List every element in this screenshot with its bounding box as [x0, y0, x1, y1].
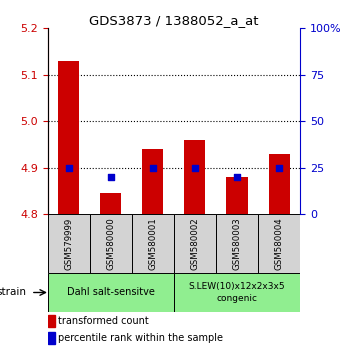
- Text: GSM580001: GSM580001: [148, 217, 158, 270]
- Bar: [268, 154, 290, 214]
- Text: percentile rank within the sample: percentile rank within the sample: [58, 333, 223, 343]
- Bar: [258, 214, 300, 273]
- Bar: [48, 332, 55, 344]
- Text: strain: strain: [0, 287, 27, 297]
- Text: S.LEW(10)x12x2x3x5
congenic: S.LEW(10)x12x2x3x5 congenic: [189, 282, 285, 303]
- Bar: [48, 214, 90, 273]
- Text: GSM579999: GSM579999: [64, 217, 73, 269]
- Bar: [184, 140, 205, 214]
- Bar: [90, 214, 132, 273]
- Text: GSM580000: GSM580000: [106, 217, 115, 270]
- Bar: [48, 273, 174, 312]
- Text: GSM580004: GSM580004: [275, 217, 284, 270]
- Bar: [142, 149, 163, 214]
- Text: transformed count: transformed count: [58, 316, 149, 326]
- Point: [108, 174, 114, 180]
- Text: GSM580002: GSM580002: [190, 217, 199, 270]
- Point: [276, 165, 282, 171]
- Bar: [58, 61, 79, 214]
- Text: GSM580003: GSM580003: [233, 217, 241, 270]
- Point: [150, 165, 155, 171]
- Bar: [48, 315, 55, 327]
- Bar: [174, 273, 300, 312]
- Text: Dahl salt-sensitve: Dahl salt-sensitve: [67, 287, 155, 297]
- Bar: [174, 214, 216, 273]
- Bar: [132, 214, 174, 273]
- Title: GDS3873 / 1388052_a_at: GDS3873 / 1388052_a_at: [89, 14, 259, 27]
- Point: [192, 165, 198, 171]
- Bar: [216, 214, 258, 273]
- Point: [234, 174, 240, 180]
- Bar: [226, 177, 248, 214]
- Bar: [100, 193, 121, 214]
- Point: [66, 165, 72, 171]
